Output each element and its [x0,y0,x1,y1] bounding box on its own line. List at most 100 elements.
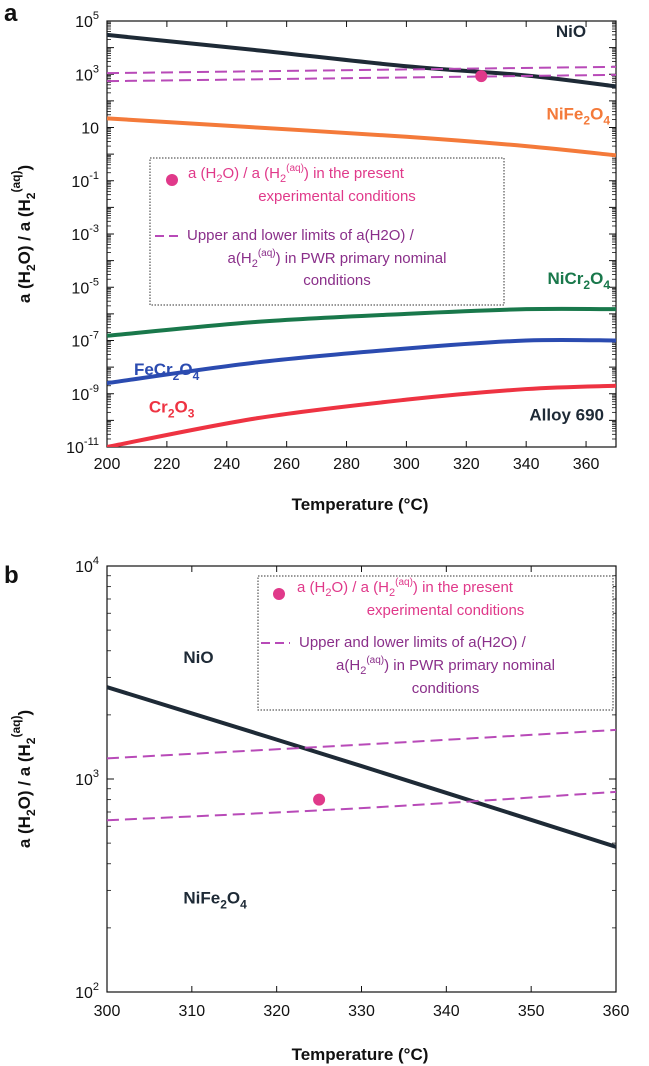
curve-label-tail: O [179,360,192,379]
legend-point-text: experimental conditions [258,188,416,205]
series-line-upper-limit [107,65,616,75]
curve-label-sub: 2 [220,898,227,912]
curve-label-main: NiO [183,648,213,667]
legend: a (H2O) / a (H2(aq)) in the present exper… [257,575,614,711]
y-tick-base: 10 [75,772,93,789]
legend-limits-text: a(H2(aq)) in PWR primary nominal [336,655,555,677]
y-tick-label: 102 [75,981,99,1002]
y-tick-base: 10 [75,14,93,31]
curve-label: Cr2O3 [149,397,195,420]
curve-label-main: NiCr [547,269,583,288]
legend-point-text: experimental conditions [367,602,525,619]
legend-limits-text: Upper and lower limits of a(H2O) / [299,634,527,651]
series-group [107,685,616,849]
x-tick-label: 240 [213,456,240,473]
legend-box [257,575,614,711]
y-label-sub: 2 [24,809,38,816]
y-label-part: O) / a (H [15,744,34,809]
data-point [475,70,488,83]
y-tick-exponent: -1 [89,170,99,182]
curve-label: NiO [556,22,586,41]
curve-label-sub: 4 [240,898,247,912]
legend-limits-text: Upper and lower limits of a(H2O) / [187,227,415,244]
curve-label: Alloy 690 [529,405,604,424]
y-tick-exponent: 3 [93,768,99,780]
y-label-part: ) [15,165,34,171]
series-line-fecr2o4 [107,337,616,386]
series-line-lower-limit [107,790,616,822]
curve-label: NiO [183,648,213,667]
curve-label: NiFe2O4 [183,889,247,912]
y-tick-exponent: 3 [93,63,99,75]
x-tick-label: 280 [333,456,360,473]
y-tick-base: 10 [75,67,93,84]
y-tick-base: 10 [71,227,89,244]
y-tick-label: 10-3 [71,223,99,244]
y-axis-label: a (H2O) / a (H2(aq)) [9,710,38,848]
y-label-sup: (aq) [9,171,23,193]
y-tick-label: 105 [75,10,99,31]
curve-label: NiCr2O4 [547,269,610,292]
y-label-part: a (H [15,816,34,848]
y-tick-exponent: -9 [89,383,99,395]
curve-label-tail: O [590,269,603,288]
y-tick-base: 10 [71,387,89,404]
curve-label-sub: 4 [603,278,610,292]
panel-letter: a [4,0,18,27]
curve-label-tail: O [227,889,240,908]
data-point [313,793,326,806]
legend-point-text: a (H2O) / a (H2(aq)) in the present [297,577,514,599]
y-tick-label: 103 [75,63,99,84]
panel-letter: b [4,562,19,589]
y-tick-exponent: -3 [89,223,99,235]
series-line-nicr2o4 [107,306,616,338]
curve-label-main: Alloy 690 [529,405,604,424]
series-line-nio [107,32,616,89]
y-tick-label: 10 [81,121,99,138]
curve-label-sub: 4 [603,113,610,127]
legend-limits-text: conditions [412,680,480,697]
series-line-upper-limit [107,728,616,760]
x-axis-label: Temperature (°C) [292,495,429,514]
series-group [107,32,616,447]
series-line-lower-limit [107,73,616,83]
x-tick-label: 310 [178,1003,205,1020]
y-label-part: O) / a (H [15,199,34,264]
curve-label-tail: O [175,397,188,416]
x-tick-label: 200 [94,456,121,473]
y-tick-exponent: -11 [84,436,99,448]
y-label-sub: 2 [24,192,38,199]
series-line-nio [107,685,616,849]
legend: a (H2O) / a (H2(aq)) in the present exper… [149,157,505,306]
y-tick-label: 10-1 [71,170,99,191]
y-tick-base: 10 [66,440,84,457]
curve-label-sub: 2 [168,406,175,420]
y-tick-label: 10-11 [66,436,99,457]
curve-label-sub: 2 [583,113,590,127]
curve-label-main: FeCr [134,360,173,379]
y-label-part: a (H [15,271,34,303]
x-tick-label: 320 [453,456,480,473]
curve-label-sub: 2 [583,278,590,292]
x-tick-label: 350 [518,1003,545,1020]
x-tick-label: 360 [573,456,600,473]
y-tick-label: 10-5 [71,276,99,297]
x-tick-label: 330 [348,1003,375,1020]
curve-label-main: Cr [149,397,168,416]
y-tick-exponent: 2 [93,981,99,993]
x-tick-label: 300 [393,456,420,473]
y-tick-base: 10 [75,985,93,1002]
y-tick-base: 10 [71,334,89,351]
x-tick-label: 340 [513,456,540,473]
y-label-sub: 2 [24,737,38,744]
curve-label-sub: 2 [173,369,180,383]
series-line-nife2o4 [107,116,616,158]
y-tick-base: 10 [71,280,89,297]
y-tick-exponent: 5 [93,10,99,22]
y-tick-label: 10-9 [71,383,99,404]
curve-label-main: NiFe [547,104,584,123]
y-tick-exponent: -5 [89,276,99,288]
y-tick-base: 10 [75,559,93,576]
